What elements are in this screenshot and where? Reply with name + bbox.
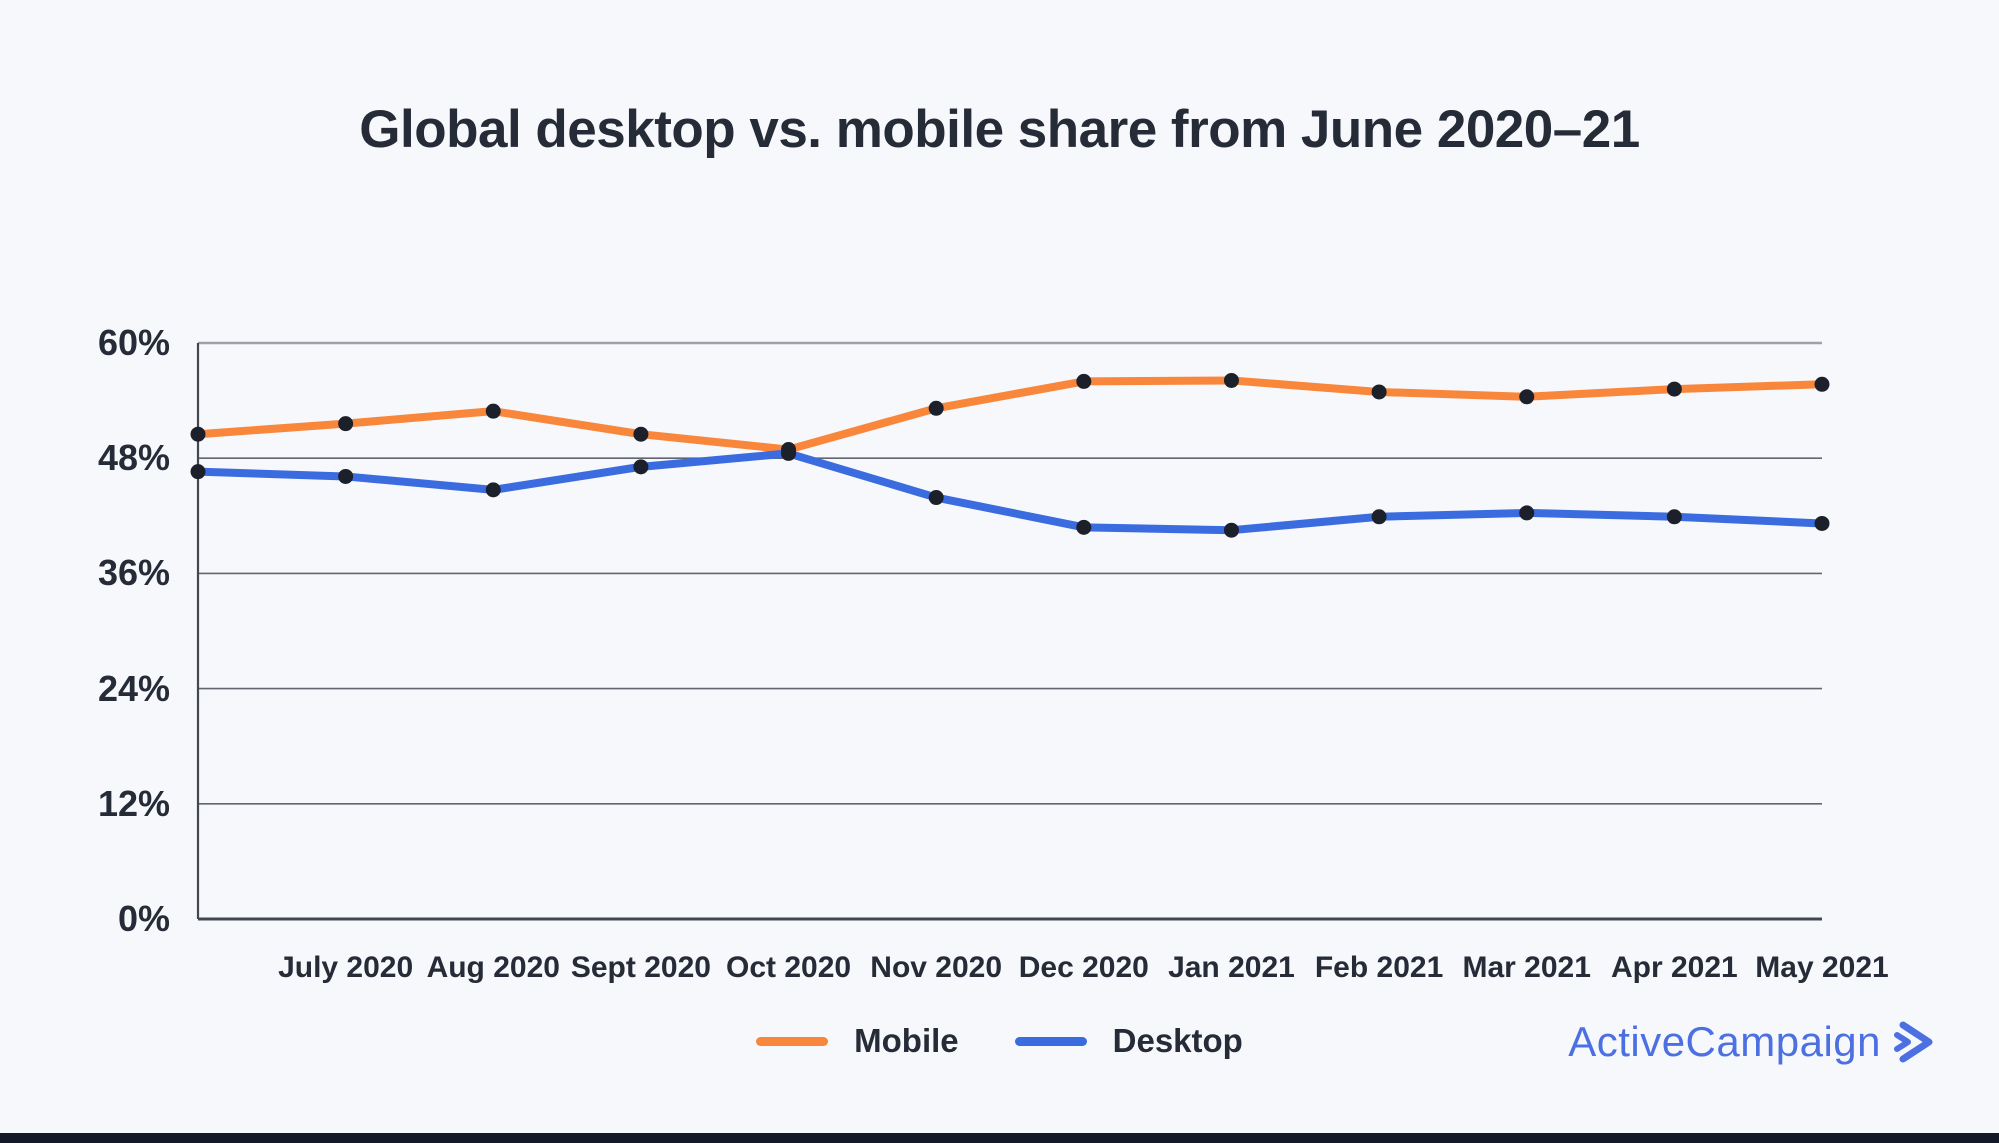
legend: Mobile Desktop [0, 1022, 1999, 1060]
desktop-line-swatch-icon [1014, 1036, 1087, 1046]
mobile-point-June 2020 [190, 426, 206, 442]
x-tick-label-jan-2021: Jan 2021 [1168, 951, 1295, 984]
desktop-point-Oct 2020 [781, 445, 797, 461]
mobile-point-July 2020 [338, 416, 354, 432]
legend-item-desktop: Desktop [1014, 1022, 1243, 1060]
desktop-point-Nov 2020 [928, 490, 944, 506]
x-tick-label-aug-2020: Aug 2020 [426, 951, 560, 984]
desktop-point-Apr 2021 [1666, 509, 1682, 525]
desktop-line [194, 449, 1826, 535]
mobile-point-Jan 2021 [1223, 372, 1239, 388]
y-tick-label-0: 0% [117, 898, 170, 939]
mobile-point-Sept 2020 [633, 426, 649, 442]
x-tick-label-dec-2020: Dec 2020 [1018, 951, 1149, 984]
desktop-point-Dec 2020 [1076, 519, 1092, 535]
x-tick-label-apr-2021: Apr 2021 [1610, 951, 1738, 984]
mobile-point-Apr 2021 [1666, 381, 1682, 397]
desktop-point-Sept 2020 [633, 459, 649, 475]
mobile-line-swatch-icon [756, 1036, 829, 1046]
y-tick-label-48: 48% [97, 437, 170, 479]
x-tick-label-sept-2020: Sept 2020 [570, 951, 711, 984]
desktop-point-Aug 2020 [485, 482, 501, 498]
desktop-point-June 2020 [190, 464, 206, 480]
desktop-point-July 2020 [338, 468, 354, 484]
legend-label-desktop: Desktop [1112, 1022, 1243, 1059]
desktop-point-Mar 2021 [1519, 505, 1535, 521]
mobile-point-Nov 2020 [928, 400, 944, 416]
chart-title: Global desktop vs. mobile share from Jun… [359, 100, 1640, 159]
x-tick-label-nov-2020: Nov 2020 [870, 951, 1003, 984]
x-tick-label-feb-2021: Feb 2021 [1314, 951, 1444, 984]
mobile-point-Dec 2020 [1076, 373, 1092, 389]
desktop-point-Jan 2021 [1223, 522, 1239, 538]
y-tick-label-36: 36% [97, 552, 170, 594]
activecampaign-logo: ActiveCampaign [1568, 1018, 1935, 1066]
mobile-line [194, 376, 1826, 454]
x-tick-label-oct-2020: Oct 2020 [725, 951, 852, 984]
desktop-point-Feb 2021 [1371, 509, 1387, 525]
double-chevron-right-icon [1894, 1021, 1933, 1063]
activecampaign-wordmark: ActiveCampaign [1568, 1018, 1881, 1065]
bottom-accent-bar [0, 1133, 1999, 1143]
legend-label-mobile: Mobile [854, 1022, 959, 1059]
y-tick-label-12: 12% [97, 782, 170, 824]
legend-item-mobile: Mobile [756, 1022, 959, 1060]
y-tick-label-24: 24% [97, 667, 170, 709]
desktop-point-May 2021 [1814, 515, 1830, 531]
mobile-point-Aug 2020 [485, 403, 501, 419]
mobile-point-Mar 2021 [1519, 389, 1535, 405]
mobile-point-May 2021 [1814, 376, 1830, 392]
mobile-point-Feb 2021 [1371, 384, 1387, 400]
y-tick-label-60: 60% [97, 322, 170, 363]
x-tick-label-may-2021: May 2021 [1755, 951, 1889, 984]
x-tick-label-july-2020: July 2020 [278, 951, 414, 984]
x-tick-label-mar-2021: Mar 2021 [1462, 951, 1591, 984]
